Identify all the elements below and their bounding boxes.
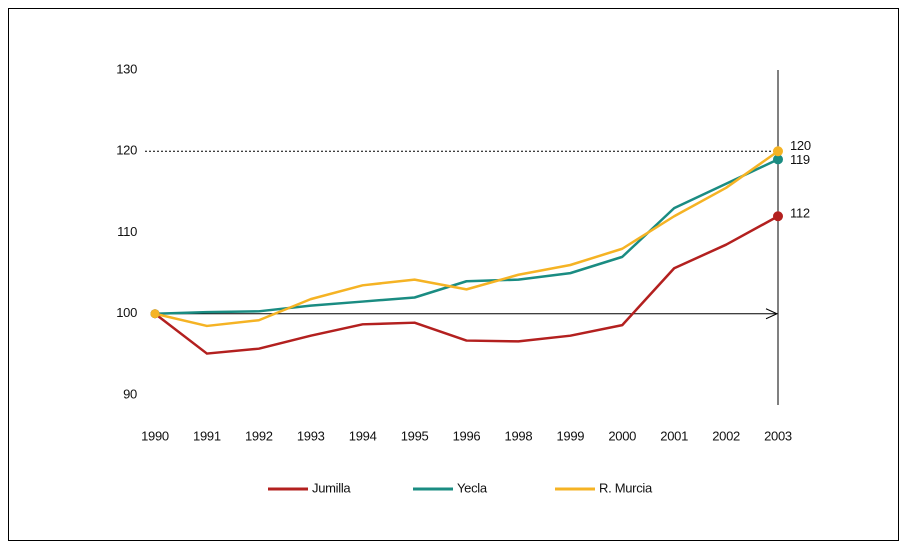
x-tick-label: 1995 (401, 428, 429, 443)
end-label: 112 (790, 206, 810, 221)
start-dot (150, 309, 160, 319)
x-tick-label: 1991 (193, 428, 221, 443)
x-tick-label: 1999 (556, 428, 584, 443)
y-tick-label: 100 (116, 305, 137, 320)
end-label: 120 (790, 138, 811, 153)
arrow-head (765, 308, 779, 320)
legend-label: R. Murcia (599, 480, 653, 495)
y-tick-label: 130 (116, 61, 137, 76)
y-tick-label: 110 (117, 224, 137, 239)
x-tick-label: 2001 (660, 428, 688, 443)
x-tick-label: 2000 (608, 428, 636, 443)
x-tick-label: 1994 (349, 428, 377, 443)
x-tick-label: 1990 (141, 428, 169, 443)
series-line (154, 158, 779, 315)
legend-label: Yecla (457, 480, 488, 495)
legend-label: Jumilla (312, 480, 351, 495)
x-tick-label: 1996 (453, 428, 481, 443)
end-dot (773, 154, 783, 165)
series-line (154, 150, 779, 328)
series-line (154, 215, 779, 355)
y-tick-label: 90 (123, 386, 137, 401)
end-label: 119 (790, 152, 810, 167)
x-tick-label: 1998 (505, 428, 533, 443)
x-tick-label: 1993 (297, 428, 325, 443)
y-tick-label: 120 (116, 143, 137, 158)
end-dot (773, 211, 783, 222)
end-dot (773, 146, 783, 157)
frame (8, 8, 899, 541)
x-tick-label: 2002 (712, 428, 740, 443)
x-tick-label: 2003 (764, 428, 792, 443)
x-tick-label: 1992 (245, 428, 273, 443)
